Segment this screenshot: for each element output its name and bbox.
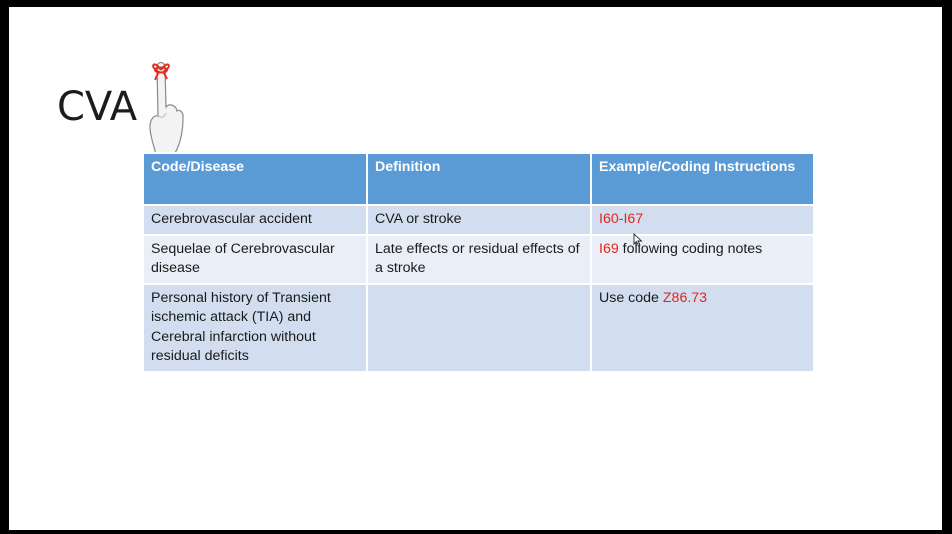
- coding-instruction: Use code: [599, 289, 663, 306]
- coding-cell: I60-I67: [590, 204, 815, 236]
- definition-cell: CVA or stroke: [366, 204, 592, 236]
- mouse-pointer-icon: [633, 233, 643, 247]
- finger-with-red-string-icon: [149, 61, 184, 155]
- table-row: Sequelae of Cerebrovascular disease Late…: [142, 233, 815, 285]
- coding-cell: Use code Z86.73: [590, 282, 815, 373]
- disease-cell: Cerebrovascular accident: [142, 204, 368, 236]
- definition-cell: [366, 282, 592, 373]
- coding-instruction: following coding notes: [618, 240, 763, 257]
- column-header-code-disease: Code/Disease: [142, 152, 368, 206]
- coding-cell: I69 following coding notes: [590, 233, 815, 285]
- table-row: Personal history of Transient ischemic a…: [142, 282, 815, 373]
- icd-code: I60-I67: [599, 211, 644, 227]
- column-header-definition: Definition: [366, 152, 592, 206]
- column-header-example: Example/Coding Instructions: [590, 152, 815, 206]
- disease-cell: Personal history of Transient ischemic a…: [142, 282, 368, 373]
- table-header-row: Code/Disease Definition Example/Coding I…: [142, 152, 815, 206]
- icd-code: I69: [599, 240, 619, 257]
- page-title: CVA: [57, 84, 138, 130]
- definition-cell: Late effects or residual effects of a st…: [366, 233, 592, 285]
- disease-cell: Sequelae of Cerebrovascular disease: [142, 233, 368, 285]
- cva-coding-table: Code/Disease Definition Example/Coding I…: [142, 152, 815, 373]
- icd-code: Z86.73: [662, 289, 708, 306]
- table-row: Cerebrovascular accident CVA or stroke I…: [142, 204, 815, 236]
